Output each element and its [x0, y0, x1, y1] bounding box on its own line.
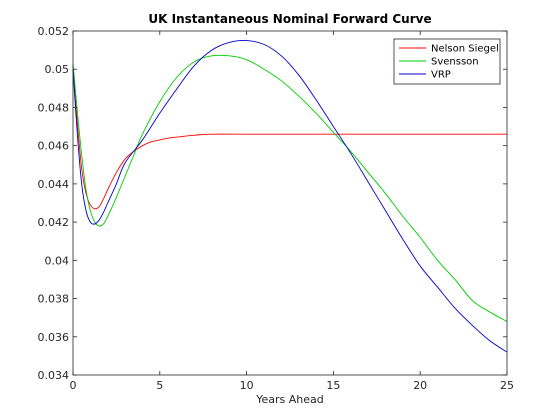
x-tick-label: 5	[156, 379, 163, 392]
y-tick-label: 0.046	[38, 140, 70, 153]
plot-frame	[72, 30, 508, 376]
legend-label-vrp: VRP	[431, 70, 451, 81]
x-axis-ticks: 0 5 10 15 20 25	[70, 31, 514, 392]
chart-title: UK Instantaneous Nominal Forward Curve	[148, 12, 431, 26]
x-axis-label: Years Ahead	[255, 393, 324, 406]
y-tick-label: 0.048	[38, 101, 70, 114]
series-line-svensson	[72, 54, 508, 322]
y-tick-label: 0.038	[38, 293, 70, 306]
legend-box	[393, 38, 501, 85]
y-tick-label: 0.05	[45, 63, 70, 76]
x-tick-label: 0	[70, 379, 77, 392]
y-tick-label: 0.044	[38, 178, 70, 191]
legend: Nelson Siegel Svensson VRP	[393, 38, 501, 85]
y-tick-label: 0.036	[38, 331, 70, 344]
legend-label-svensson: Svensson	[431, 57, 479, 68]
y-tick-label: 0.052	[38, 25, 70, 38]
x-tick-label: 20	[413, 379, 427, 392]
series-line-vrp	[72, 40, 508, 353]
y-tick-label: 0.042	[38, 216, 70, 229]
x-tick-label: 15	[326, 379, 340, 392]
x-tick-label: 10	[240, 379, 254, 392]
series-layer	[72, 40, 508, 353]
x-tick-label: 25	[500, 379, 514, 392]
legend-label-nelson-siegel: Nelson Siegel	[431, 44, 499, 55]
y-tick-label: 0.04	[45, 254, 70, 267]
series-line-nelson-siegel	[72, 69, 507, 210]
y-tick-label: 0.034	[38, 369, 70, 382]
y-axis-ticks: 0.034 0.036 0.038 0.04 0.042 0.044 0.046 0.048 0…	[38, 25, 507, 382]
